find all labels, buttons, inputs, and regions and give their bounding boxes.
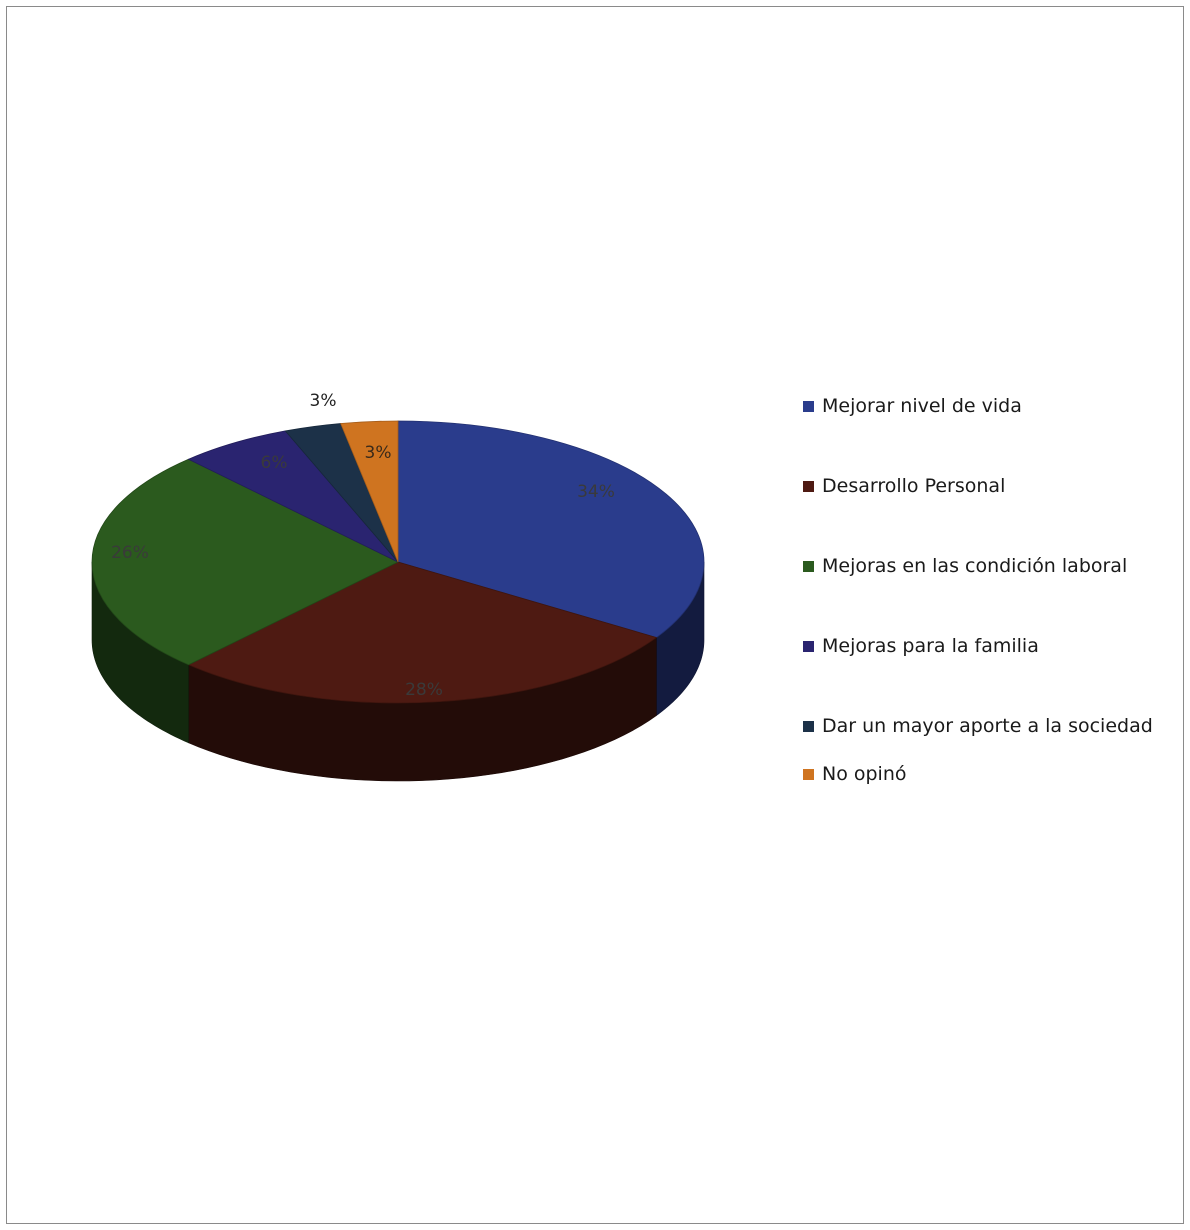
legend-label: Mejorar nivel de vida <box>822 395 1022 417</box>
pie-value-label: 34% <box>577 482 615 502</box>
legend-swatch <box>803 769 814 780</box>
pie-slice <box>187 561 658 704</box>
pie-value-label: 28% <box>405 680 443 700</box>
legend-item: Mejorar nivel de vida <box>803 390 1183 422</box>
legend-label: Mejoras en las condición laboral <box>822 555 1128 577</box>
legend-swatch <box>803 641 814 652</box>
pie-top <box>91 420 705 704</box>
pie-value-label: 3% <box>365 443 392 463</box>
legend: Mejorar nivel de vida Desarrollo Persona… <box>803 390 1183 790</box>
pie-labels: 34% 28% 26% 6% 3% 3% <box>111 391 615 700</box>
legend-item: Mejoras para la familia <box>803 630 1183 662</box>
legend-swatch <box>803 561 814 572</box>
pie-value-label: 6% <box>261 453 288 473</box>
legend-label: Mejoras para la familia <box>822 635 1039 657</box>
legend-label: No opinó <box>822 763 907 785</box>
pie-value-label: 3% <box>310 391 337 411</box>
legend-item: Mejoras en las condición laboral <box>803 550 1183 582</box>
legend-item: Desarrollo Personal <box>803 470 1183 502</box>
legend-swatch <box>803 721 814 732</box>
legend-label: Dar un mayor aporte a la sociedad <box>822 715 1153 737</box>
legend-label: Desarrollo Personal <box>822 475 1006 497</box>
legend-item: No opinó <box>803 758 1183 790</box>
pie-value-label: 26% <box>111 543 149 563</box>
legend-swatch <box>803 401 814 412</box>
legend-swatch <box>803 481 814 492</box>
pie-slice <box>397 420 705 638</box>
pie-slice <box>91 458 399 666</box>
pie-slice <box>340 420 399 563</box>
legend-item: Dar un mayor aporte a la sociedad <box>803 710 1183 742</box>
